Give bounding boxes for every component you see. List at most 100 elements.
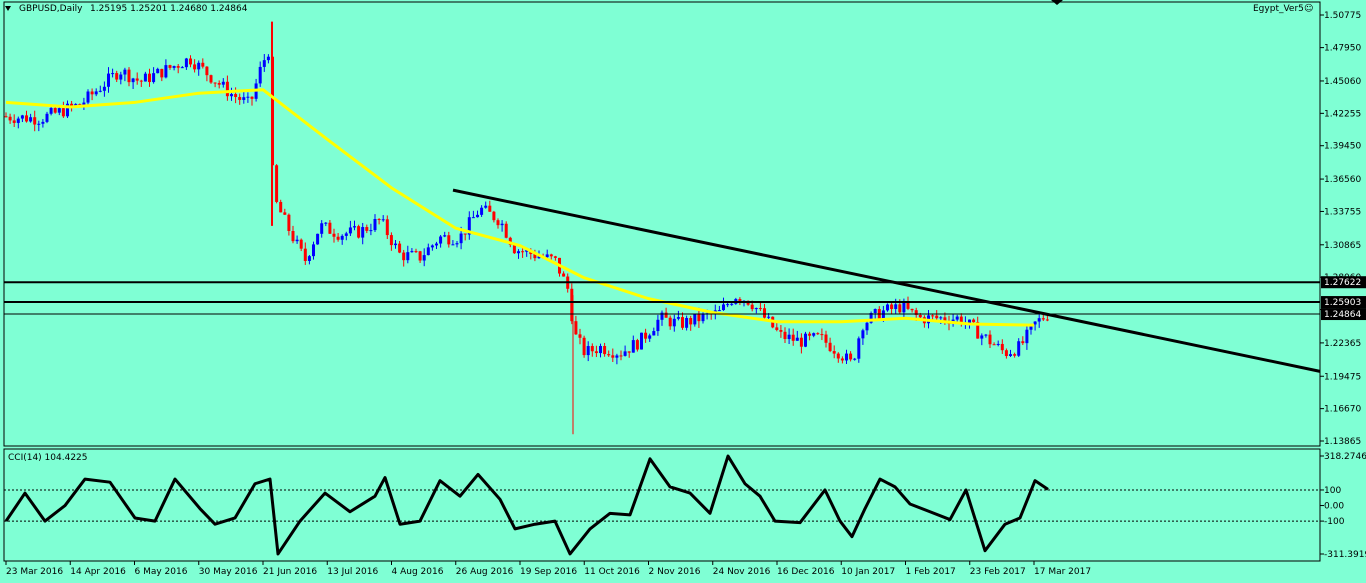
candle-body — [143, 73, 147, 82]
cci-panel[interactable] — [3, 448, 1321, 562]
candle-body — [45, 113, 49, 122]
candle-body — [681, 317, 684, 328]
candle-body — [480, 207, 484, 215]
candle-body — [832, 351, 836, 354]
candle-body — [1041, 318, 1045, 320]
candle-body — [631, 340, 635, 353]
one-click-trading-icon[interactable] — [1051, 0, 1063, 5]
candle-body — [660, 312, 664, 320]
candle-body — [504, 223, 508, 238]
candle-body — [238, 97, 242, 100]
candle-body — [348, 227, 352, 234]
candle-body — [127, 69, 131, 83]
candle-body — [49, 108, 53, 114]
candle-body — [398, 243, 402, 253]
candle-body — [701, 313, 705, 322]
candle-body — [324, 222, 328, 224]
candle-body — [262, 60, 266, 67]
candle-body — [242, 97, 246, 100]
candle-body — [508, 237, 512, 245]
date-tick-label: 23 Mar 2016 — [6, 567, 63, 577]
candle-body — [266, 56, 270, 61]
candle-body — [148, 73, 151, 83]
candle-body — [857, 338, 861, 359]
candle-body — [914, 310, 918, 315]
candle-body — [738, 299, 742, 302]
candle-body — [754, 308, 758, 310]
candle-body — [574, 321, 578, 335]
candle-body — [828, 342, 832, 352]
cci-tick-label: -311.3919 — [1324, 550, 1366, 560]
candle-body — [804, 333, 807, 347]
candle-body — [656, 319, 660, 332]
candle-body — [775, 327, 779, 330]
candle-body — [676, 317, 680, 319]
candle-body — [369, 230, 373, 232]
price-tick-label: 1.19475 — [1324, 372, 1361, 382]
candle-body — [1000, 343, 1004, 351]
candle-body — [389, 235, 393, 246]
date-tick-label: 21 Jun 2016 — [263, 567, 317, 577]
date-tick-label: 11 Oct 2016 — [584, 567, 640, 577]
candle-body — [767, 316, 771, 318]
candle-body — [385, 219, 389, 236]
candle-body — [447, 235, 451, 245]
date-tick-label: 14 Apr 2016 — [70, 567, 126, 577]
candle-body — [672, 318, 676, 327]
candle-body — [627, 351, 631, 353]
cci-tick-label: -100 — [1324, 517, 1345, 527]
candle-body — [90, 91, 94, 95]
candle-body — [160, 68, 164, 78]
level-price-tag — [1321, 296, 1366, 309]
price-panel-frame — [3, 1, 1321, 447]
candle-body — [102, 86, 106, 91]
candle-body — [312, 244, 315, 257]
candle-body — [25, 115, 28, 122]
candle-body — [779, 329, 783, 332]
candle-body — [66, 103, 69, 117]
date-tick-label: 17 Mar 2017 — [1034, 567, 1091, 577]
candle-body — [422, 255, 426, 261]
candle-body — [471, 217, 475, 219]
date-tick-label: 13 Jul 2016 — [327, 567, 378, 577]
candle-body — [340, 235, 344, 240]
candle-body — [894, 304, 898, 310]
candle-body — [726, 304, 730, 306]
candle-body — [992, 344, 996, 346]
candle-body — [82, 102, 86, 106]
date-tick-label: 6 May 2016 — [135, 567, 188, 577]
candle-body — [4, 116, 8, 118]
candle-body — [418, 251, 422, 261]
candle-body — [189, 58, 192, 65]
candle-body — [258, 66, 262, 84]
candle-body — [918, 314, 922, 318]
candle-body — [1029, 324, 1033, 330]
candle-body — [484, 205, 488, 208]
cci-panel-frame — [3, 448, 1321, 562]
candle-body — [603, 346, 607, 355]
candle-body — [517, 251, 520, 254]
candle-body — [545, 254, 549, 258]
candle-body — [86, 91, 90, 103]
candle-body — [799, 337, 803, 347]
level-price-label: 1.25903 — [1324, 298, 1361, 308]
candle-body — [607, 354, 611, 356]
dropdown-triangle-icon[interactable] — [5, 6, 11, 11]
candle-body — [467, 217, 471, 235]
candle-body — [115, 73, 119, 80]
candle-body — [931, 315, 935, 317]
candle-body — [37, 123, 41, 125]
candle-body — [426, 247, 430, 256]
candle-body — [840, 358, 844, 361]
candle-body — [168, 65, 172, 68]
candle-body — [537, 256, 541, 259]
candle-body — [816, 333, 820, 335]
candle-body — [336, 236, 340, 240]
candle-body — [599, 346, 602, 354]
price-panel[interactable] — [3, 1, 1321, 447]
price-tick-label: 1.22365 — [1324, 339, 1361, 349]
candle-body — [578, 334, 582, 338]
candle-body — [689, 318, 693, 325]
